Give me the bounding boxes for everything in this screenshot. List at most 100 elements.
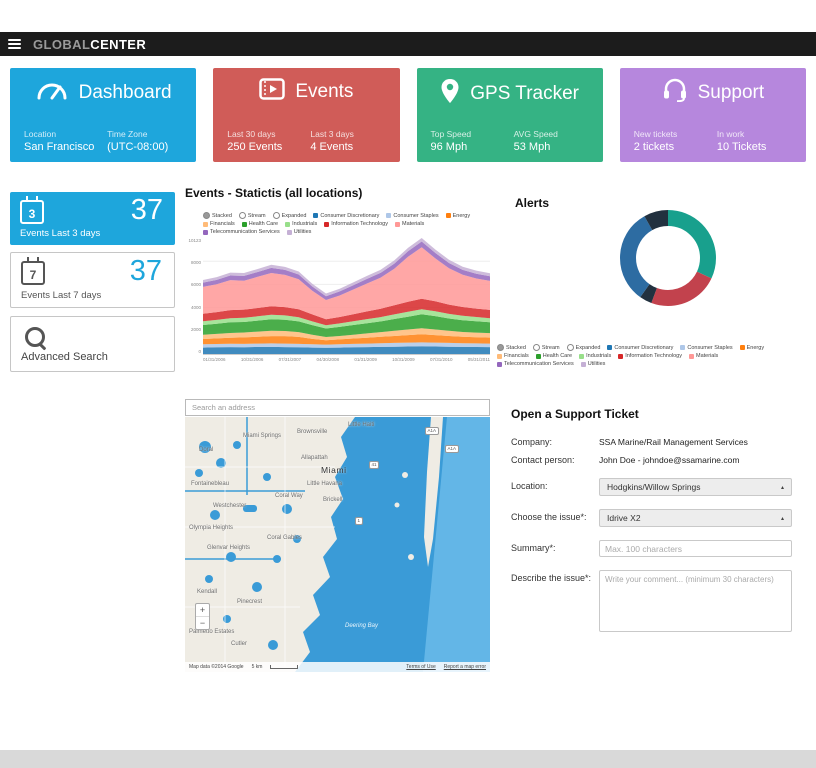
legend-item[interactable]: Materials	[688, 353, 718, 359]
company-label: Company:	[511, 437, 553, 447]
events-7day-label: Events Last 7 days	[21, 290, 102, 301]
legend-mode-expanded[interactable]: Expanded	[272, 212, 306, 219]
map-zoom-control[interactable]: + −	[195, 603, 210, 630]
legend-item[interactable]: Energy	[445, 212, 470, 219]
map-place-label: Little Haiti	[348, 422, 375, 428]
field-label: Top Speed	[430, 129, 472, 139]
top-bar: GLOBALCENTER	[0, 32, 816, 56]
describe-issue-label: Describe the issue*:	[511, 573, 592, 583]
y-axis-ticks: 10123 8000 6000 4000 2000 0	[188, 238, 201, 354]
map-place-label: Deering Bay	[345, 623, 379, 629]
caret-icon: ▴	[780, 515, 784, 522]
legend-item[interactable]: Industrials	[285, 221, 317, 227]
road-shield-badge: A1A	[425, 427, 439, 435]
legend-item[interactable]: Consumer Discretionary	[313, 212, 379, 219]
field-label: Location	[24, 129, 57, 139]
summary-input[interactable]	[599, 540, 792, 557]
events-last-7-days-card[interactable]: 7 37 Events Last 7 days	[10, 252, 175, 308]
field-label: New tickets	[633, 129, 678, 139]
legend-mode-stream[interactable]: Stream	[532, 344, 560, 351]
legend-item[interactable]: Information Technology	[324, 221, 388, 227]
search-icon	[25, 327, 45, 347]
map-graphics	[185, 417, 490, 672]
events-last-3-days-card[interactable]: 3 37 Events Last 3 days	[10, 192, 175, 245]
legend-item[interactable]: Financials	[497, 353, 529, 359]
legend-item[interactable]: Information Technology	[618, 353, 682, 359]
field-value: 250 Events	[227, 141, 283, 153]
field-label: In work	[716, 129, 745, 139]
legend-item[interactable]: Health Care	[241, 221, 278, 227]
field-label: Time Zone	[107, 129, 148, 139]
zoom-out-button[interactable]: −	[199, 618, 206, 628]
issue-selected-value: Idrive X2	[607, 513, 641, 523]
legend-item[interactable]: Energy	[739, 344, 764, 351]
legend-mode-expanded[interactable]: Expanded	[566, 344, 600, 351]
terms-of-use-link[interactable]: Terms of Use	[406, 664, 436, 670]
report-map-error-link[interactable]: Report a map error	[443, 664, 486, 670]
caret-icon: ▴	[780, 484, 784, 491]
field-value: 53 Mph	[513, 141, 551, 153]
map-attribution-bar: Map data ©2014 Google 5 km Terms of Use …	[185, 662, 490, 672]
legend-item[interactable]: Telecommunication Services	[203, 229, 280, 235]
field-label: Last 30 days	[227, 129, 276, 139]
alerts-donut-chart[interactable]	[612, 202, 724, 314]
events-area-chart[interactable]: 10123 8000 6000 4000 2000 0	[185, 238, 490, 355]
map-place-label: Fontainebleau	[191, 481, 230, 487]
card-title: GPS Tracker	[470, 83, 579, 104]
field-value: 10 Tickets	[716, 141, 767, 153]
support-card[interactable]: Support New tickets 2 tickets In work 10…	[619, 68, 806, 162]
road-shield-badge: 41	[369, 461, 380, 469]
logo-secondary: CENTER	[90, 36, 147, 52]
legend-item[interactable]: Consumer Staples	[386, 212, 439, 219]
map-place-label: Kendall	[197, 589, 218, 595]
legend-item[interactable]: Industrials	[579, 353, 611, 359]
legend-item[interactable]: Consumer Staples	[680, 344, 733, 351]
map-place-label: Brownsville	[297, 429, 328, 435]
map-scale-label: 5 km	[251, 664, 263, 670]
map-search-input[interactable]	[185, 399, 490, 416]
map-place-label: Palmetto Estates	[189, 629, 235, 635]
field-label: AVG Speed	[513, 129, 558, 139]
map-pin-icon	[440, 78, 460, 110]
field-value: 96 Mph	[430, 141, 468, 153]
legend-mode-stream[interactable]: Stream	[238, 212, 266, 219]
calendar-icon: 3	[20, 196, 44, 224]
legend-item[interactable]: Telecommunication Services	[497, 361, 574, 367]
legend-mode-stacked[interactable]: Stacked	[203, 212, 232, 219]
hamburger-menu-icon[interactable]	[8, 39, 21, 49]
summary-cards-row: Dashboard Location San Francisco Time Zo…	[10, 68, 806, 162]
map-place-label: Cutler	[231, 641, 248, 647]
map-place-label: Pinecrest	[237, 599, 263, 605]
legend-item[interactable]: Utilities	[286, 229, 311, 235]
legend-item[interactable]: Financials	[203, 221, 235, 227]
map-place-label: Miami Springs	[243, 433, 282, 439]
map-place-label: Glenvar Heights	[207, 545, 251, 551]
location-select[interactable]: Hodgkins/Willow Springs ▴	[599, 478, 792, 496]
events-card[interactable]: Events Last 30 days 250 Events Last 3 da…	[213, 68, 400, 162]
legend-mode-stacked[interactable]: Stacked	[497, 344, 526, 351]
field-label: Last 3 days	[310, 129, 354, 139]
summary-label: Summary*:	[511, 543, 556, 553]
describe-issue-textarea[interactable]	[599, 570, 792, 632]
legend-item[interactable]: Materials	[394, 221, 424, 227]
dashboard-card[interactable]: Dashboard Location San Francisco Time Zo…	[10, 68, 197, 162]
map[interactable]: Doral Miami Springs Brownsville Little Hait…	[185, 417, 490, 672]
issue-label: Choose the issue*:	[511, 512, 587, 522]
events-icon	[259, 78, 286, 106]
zoom-in-button[interactable]: +	[196, 604, 209, 617]
legend-item[interactable]: Utilities	[580, 361, 605, 367]
legend-item[interactable]: Health Care	[535, 353, 572, 359]
gps-tracker-card[interactable]: GPS Tracker Top Speed 96 Mph AVG Speed 5…	[416, 68, 603, 162]
calendar-icon: 7	[21, 257, 45, 285]
road-shield-badge: 1	[355, 517, 363, 525]
contact-person-value: John Doe - johndoe@ssamarine.com	[599, 455, 740, 465]
issue-select[interactable]: Idrive X2 ▴	[599, 509, 792, 527]
location-selected-value: Hodgkins/Willow Springs	[607, 482, 701, 492]
card-title: Events	[295, 81, 354, 102]
map-place-label: Doral	[199, 447, 214, 453]
legend-item[interactable]: Consumer Discretionary	[607, 344, 673, 351]
contact-person-label: Contact person:	[511, 455, 575, 465]
advanced-search-card[interactable]: Advanced Search	[10, 316, 175, 372]
map-place-label: Allapattah	[301, 455, 328, 461]
